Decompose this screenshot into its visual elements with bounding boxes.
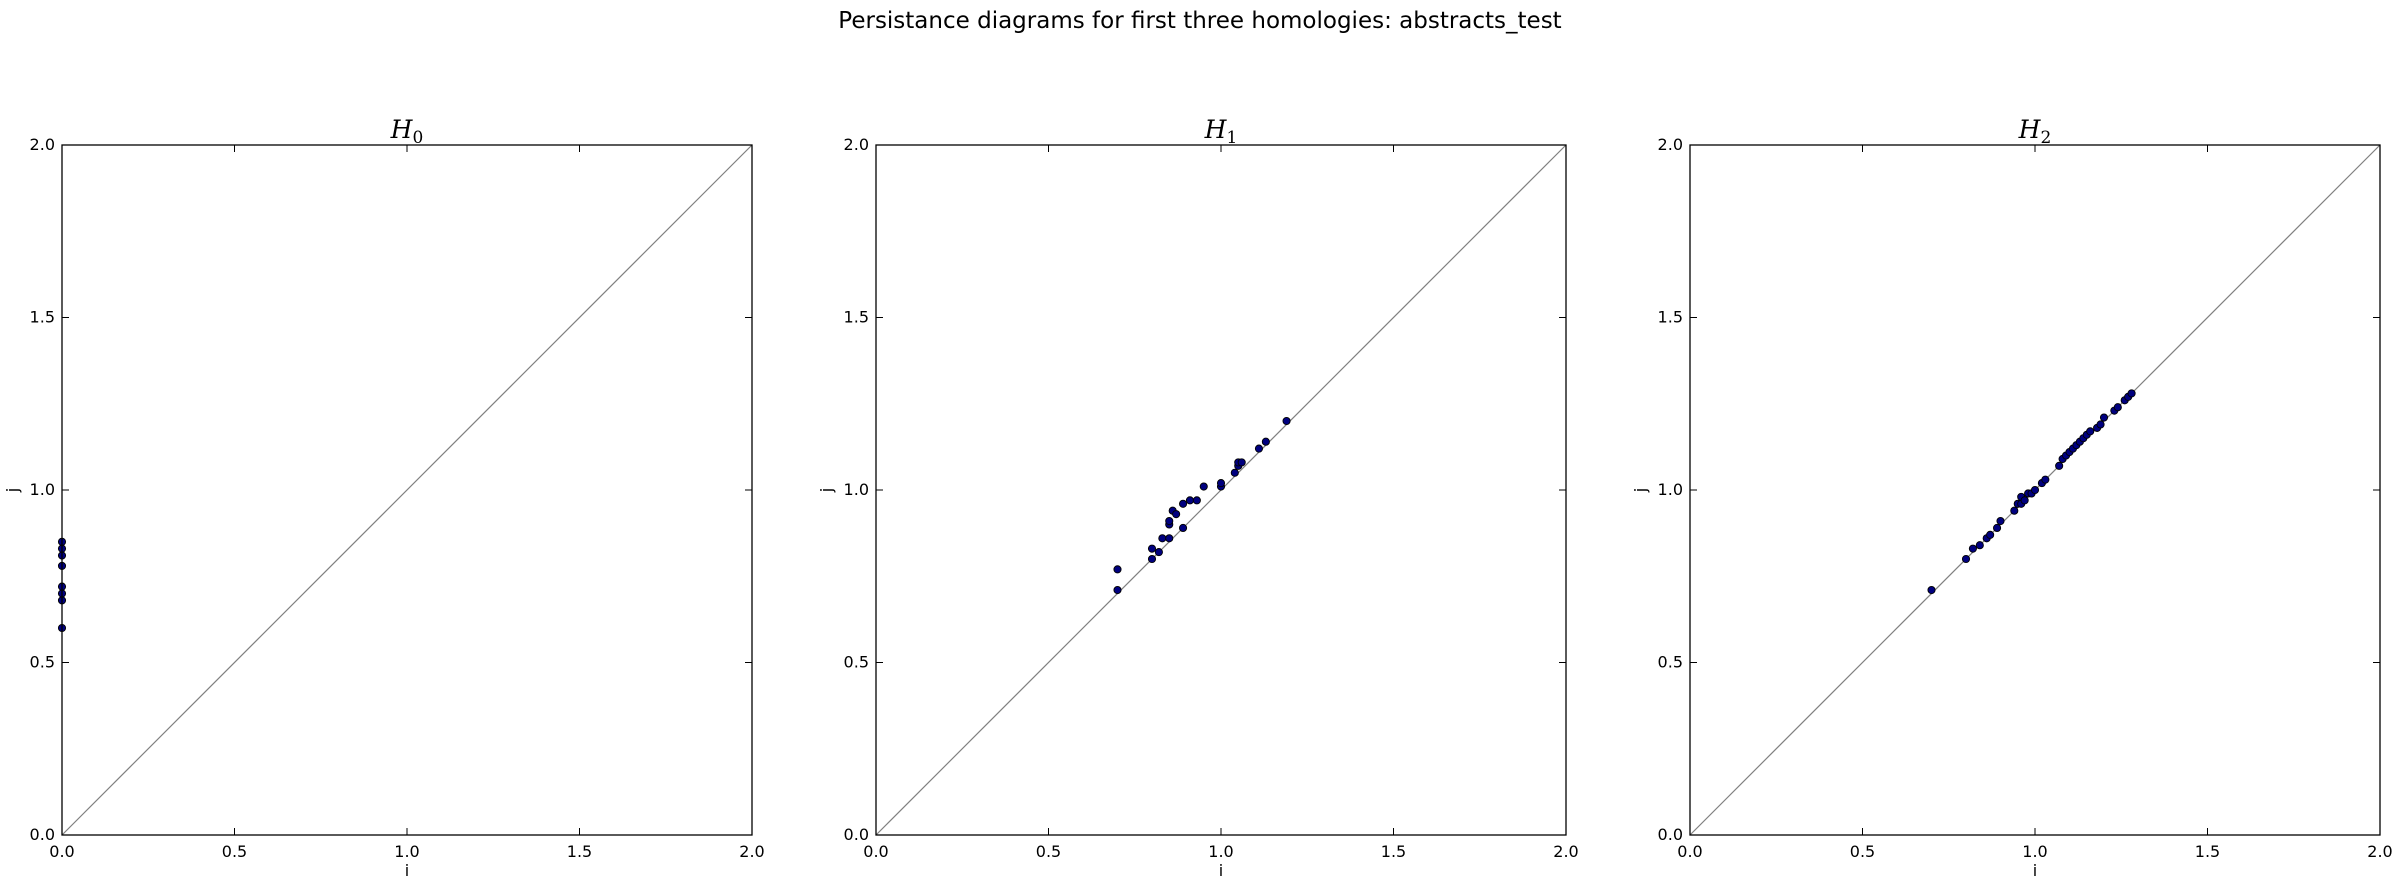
y-axis-label: j: [3, 488, 22, 493]
x-tick-label: 1.0: [2022, 842, 2047, 861]
data-point: [1179, 499, 1188, 508]
y-tick-label: 0.0: [844, 825, 869, 844]
panel-title: H2: [2018, 115, 2052, 148]
y-tick-label: 2.0: [844, 135, 869, 154]
axes-frame: [1689, 144, 2381, 836]
data-point: [1113, 565, 1122, 574]
data-point: [1179, 523, 1188, 533]
y-tick-label: 0.5: [1658, 653, 1683, 672]
data-point: [2030, 485, 2040, 495]
x-axis-label: i: [2033, 861, 2037, 880]
x-axis-label: i: [405, 861, 409, 880]
data-point: [1968, 544, 1977, 553]
data-point: [1216, 479, 1226, 488]
data-point: [2127, 389, 2136, 398]
y-tick-label: 0.0: [1658, 825, 1683, 844]
x-axis-label: i: [1219, 861, 1223, 880]
diagonal-line: [61, 144, 753, 836]
data-point: [1154, 548, 1163, 557]
y-tick-label: 1.0: [844, 480, 869, 499]
data-point: [1185, 496, 1194, 505]
data-point: [1192, 496, 1201, 505]
panel-title-subscript: 0: [412, 128, 423, 148]
data-point: [1282, 416, 1291, 426]
data-point: [1158, 534, 1167, 543]
panel-title-main: H: [390, 115, 414, 144]
y-tick-label: 1.5: [1658, 308, 1683, 327]
x-tick-label: 1.0: [1208, 842, 1233, 861]
data-point: [2041, 475, 2050, 484]
y-tick-label: 0.5: [30, 653, 55, 672]
y-tick-label: 2.0: [1658, 135, 1683, 154]
data-point: [1172, 510, 1181, 519]
panel-title-subscript: 2: [2040, 128, 2051, 148]
x-tick-label: 1.5: [2195, 842, 2220, 861]
data-point: [2010, 506, 2019, 515]
data-point: [1996, 517, 2005, 526]
data-point: [2096, 420, 2105, 429]
data-point: [1113, 586, 1122, 595]
data-point: [2055, 461, 2064, 470]
panel-h1: 0.0 0.5 1.0 1.5 2.0 0.0 0.5 1.0 1.5 2.0 H1 i j: [817, 115, 1579, 880]
y-axis-label: j: [817, 488, 836, 493]
axes-frame: [61, 144, 753, 836]
x-tick-label: 0.0: [49, 842, 74, 861]
data-point: [1261, 437, 1270, 446]
x-tick-label: 2.0: [1553, 842, 1578, 861]
data-point: [1986, 530, 1995, 539]
panel-title: H0: [390, 115, 424, 148]
data-point: [1961, 554, 1971, 564]
x-tick-label: 0.5: [1036, 842, 1061, 861]
x-tick-label: 0.5: [1850, 842, 1875, 861]
y-tick-label: 1.0: [1658, 480, 1683, 499]
figure-title: Persistance diagrams for first three hom…: [838, 8, 1561, 34]
x-tick-label: 2.0: [2367, 842, 2392, 861]
y-tick-label: 1.5: [844, 308, 869, 327]
y-axis-label: j: [1631, 488, 1650, 493]
y-tick-label: 0.5: [844, 653, 869, 672]
x-tick-label: 1.5: [1381, 842, 1406, 861]
axes-frame: [875, 144, 1567, 836]
data-point: [1165, 517, 1174, 526]
data-point: [1199, 482, 1208, 491]
x-tick-label: 2.0: [739, 842, 764, 861]
data-point: [1165, 534, 1174, 543]
data-point: [2020, 496, 2029, 505]
data-point: [1147, 544, 1157, 553]
x-tick-label: 1.0: [394, 842, 419, 861]
x-tick-label: 0.0: [863, 842, 888, 861]
data-point: [1237, 458, 1246, 467]
y-tick-label: 1.0: [30, 480, 55, 499]
data-point: [1254, 444, 1263, 453]
data-point: [1927, 586, 1936, 595]
panel-h2: 0.0 0.5 1.0 1.5 2.0 0.0 0.5 1.0 1.5 2.0 H2 i j: [1631, 115, 2393, 880]
panel-title-main: H: [2018, 115, 2042, 144]
data-point: [2113, 403, 2122, 412]
data-point: [2086, 427, 2095, 436]
y-tick-label: 1.5: [30, 308, 55, 327]
x-tick-label: 1.5: [567, 842, 592, 861]
panel-title: H1: [1204, 115, 1238, 148]
data-point: [1993, 523, 2002, 533]
y-tick-label: 2.0: [30, 135, 55, 154]
data-point: [1975, 541, 1984, 550]
y-tick-label: 0.0: [30, 825, 55, 844]
panel-title-subscript: 1: [1226, 128, 1237, 148]
data-point: [2099, 413, 2109, 422]
data-point: [1147, 554, 1157, 564]
panel-title-main: H: [1204, 115, 1228, 144]
panel-h0: 0.0 0.5 1.0 1.5 2.0 0.0 0.5 1.0 1.5 2.0 H0 i j: [3, 115, 765, 880]
x-tick-label: 0.5: [222, 842, 247, 861]
x-tick-label: 0.0: [1677, 842, 1702, 861]
data-point: [1230, 468, 1239, 477]
